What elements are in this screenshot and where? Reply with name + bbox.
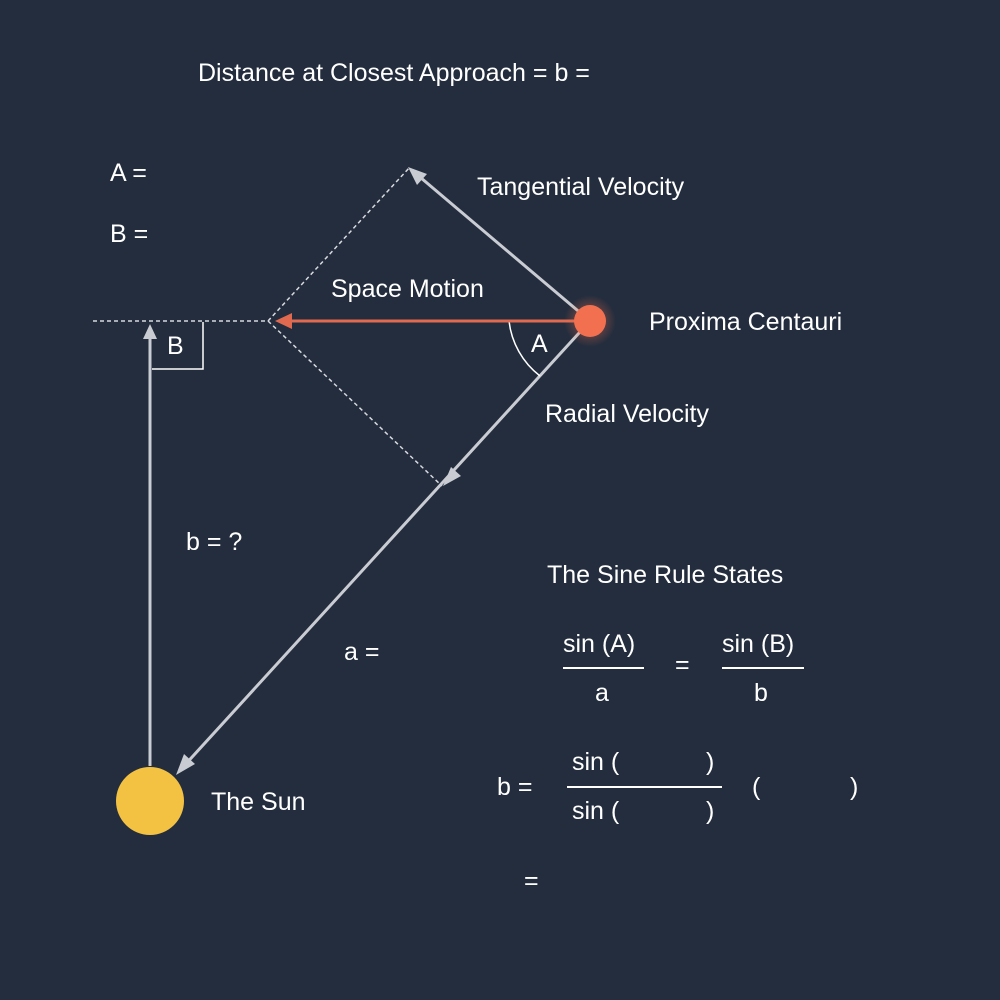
angle-a-arc (508, 320, 541, 377)
sine-rule-equals: = (675, 651, 690, 679)
sine-rule-right-denominator: b (754, 679, 768, 707)
space-motion-arrowhead (275, 313, 292, 329)
angle-a-definition: A = (110, 159, 147, 187)
right-angle-box (152, 322, 204, 370)
sine-rule-right-numerator: sin (B) (722, 630, 795, 658)
proxima-centauri-star (574, 305, 606, 337)
tangential-arrowhead (408, 167, 427, 185)
solve-fraction-bar (567, 786, 722, 788)
solve-denominator-open: sin ( (572, 797, 620, 825)
sine-rule-left-numerator: sin (A) (563, 630, 636, 658)
angle-a-label: A (531, 330, 548, 358)
sine-rule-left-fraction-bar (563, 667, 644, 669)
sine-rule-right-fraction-bar (722, 667, 804, 669)
b-arrowhead (143, 324, 157, 339)
star-to-sun-line (181, 319, 592, 769)
b-unknown-label: b = ? (186, 528, 243, 556)
solve-b-equals: b = (497, 773, 533, 801)
angle-b-label: B (167, 332, 184, 360)
space-motion-label: Space Motion (331, 275, 484, 303)
proxima-centauri-label: Proxima Centauri (649, 308, 843, 336)
tangential-velocity-label: Tangential Velocity (477, 173, 685, 201)
the-sun-label: The Sun (211, 788, 306, 816)
radial-arrowhead (443, 467, 461, 486)
title: Distance at Closest Approach = b = (198, 59, 590, 87)
tangential-velocity-arrow (413, 170, 591, 323)
angle-b-definition: B = (110, 220, 149, 248)
radial-velocity-label: Radial Velocity (545, 400, 709, 428)
solve-factor-close: ) (850, 773, 859, 801)
sine-rule-left-denominator: a (595, 679, 609, 707)
solve-factor-open: ( (752, 773, 761, 801)
dashed-edge-bottom (267, 320, 443, 487)
the-sun (116, 767, 184, 835)
solve-denominator-close: ) (706, 797, 715, 825)
solve-numerator-close: ) (706, 748, 715, 776)
solve-numerator-open: sin ( (572, 748, 620, 776)
sun-arrowhead (176, 754, 195, 775)
sine-rule-heading: The Sine Rule States (547, 561, 784, 589)
a-equals-label: a = (344, 638, 380, 666)
solve-final-equals: = (524, 867, 539, 895)
